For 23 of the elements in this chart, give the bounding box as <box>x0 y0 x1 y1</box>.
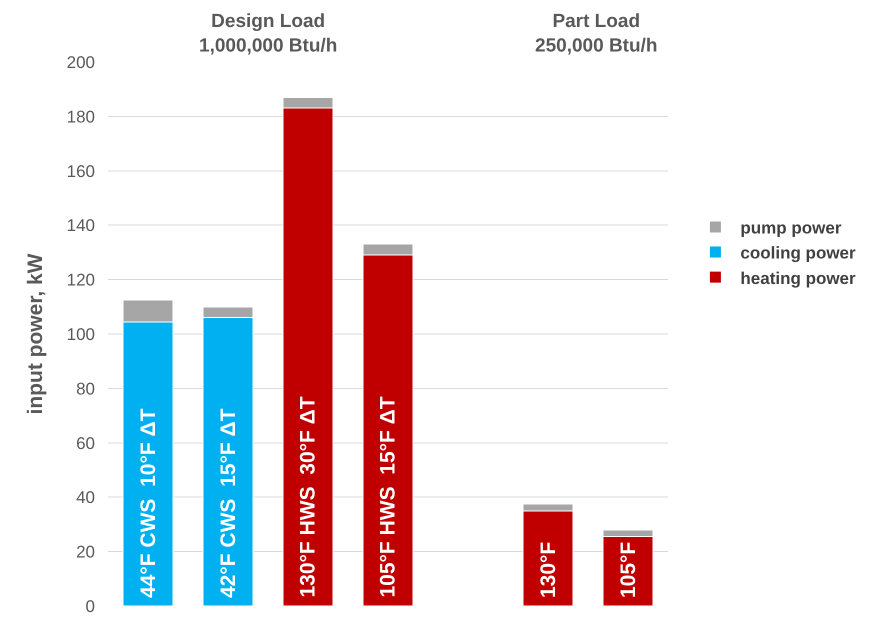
y-tick-label: 120 <box>66 270 95 290</box>
y-axis-title: input power, kW <box>24 253 47 414</box>
y-tick-label: 0 <box>86 596 95 616</box>
y-tick-label: 100 <box>66 324 95 344</box>
text: Part Load 250,000 Btu/h <box>535 11 658 57</box>
legend-label: cooling power <box>740 244 856 263</box>
text: Design Load 1,000,000 Btu/h <box>199 11 338 57</box>
x-tick-label: 105°F HWS 15°F ΔT <box>376 396 400 598</box>
y-tick-label: 60 <box>76 434 95 453</box>
x-tick-label: 105°F <box>617 542 640 598</box>
x-tick-label: 130°F HWS 30°F ΔT <box>296 396 320 598</box>
y-tick-label: 40 <box>76 488 95 508</box>
y-tick-label: 80 <box>76 379 95 398</box>
y-tick-label: 180 <box>66 107 95 126</box>
y-tick-label: 200 <box>66 52 95 72</box>
y-tick-label: 140 <box>66 216 95 236</box>
x-tick-label: 130°F <box>537 542 560 598</box>
x-tick-label: 44°F CWS 10°F ΔT <box>137 408 160 598</box>
y-tick-label: 160 <box>66 162 95 181</box>
legend-label: pump power <box>740 218 842 238</box>
y-tick-label: 20 <box>76 542 95 562</box>
legend-label: heating power <box>740 268 856 288</box>
x-tick-label: 42°F CWS 15°F ΔT <box>217 408 240 598</box>
